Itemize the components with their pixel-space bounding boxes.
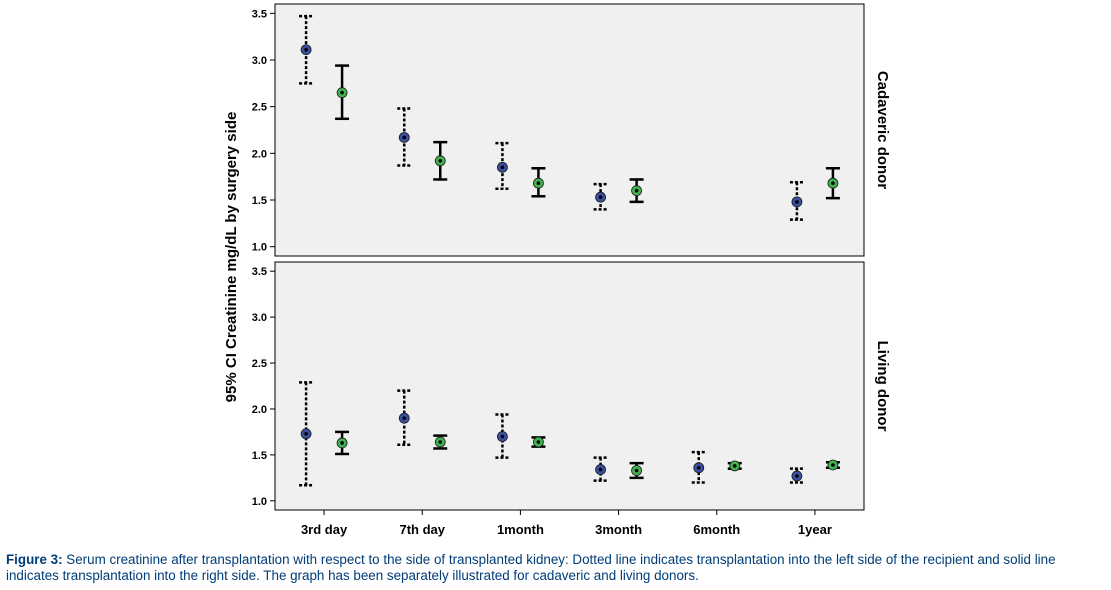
error-bar-right: [335, 64, 350, 121]
error-bar-left: [299, 381, 314, 487]
y-tick-label: 1.0: [252, 242, 267, 254]
error-bar-right: [433, 140, 448, 181]
y-tick-label: 2.0: [252, 148, 267, 160]
mean-marker-center: [634, 188, 639, 193]
error-bar-left: [789, 181, 804, 221]
x-tick-label: 1month: [497, 522, 544, 537]
error-bar-right: [727, 460, 742, 472]
error-bar-left: [495, 141, 510, 191]
mean-marker-center: [831, 181, 835, 185]
error-bar-left: [495, 413, 510, 459]
mean-marker-center: [500, 165, 505, 170]
mean-marker-center: [598, 467, 603, 472]
mean-marker-center: [696, 465, 701, 470]
mean-marker-center: [536, 440, 541, 444]
mean-marker-center: [340, 90, 344, 95]
mean-marker-center: [304, 47, 308, 52]
caption-label: Figure 3:: [6, 552, 63, 567]
panel-label: Living donor: [874, 341, 891, 432]
y-tick-label: 3.0: [252, 312, 267, 324]
y-tick-label: 3.5: [252, 266, 267, 278]
y-tick-label: 3.0: [252, 55, 267, 67]
x-tick-label: 1year: [798, 522, 832, 537]
mean-marker-center: [598, 195, 603, 199]
panel-background: [274, 3, 865, 257]
error-bar-left: [593, 456, 608, 482]
error-bar-left: [691, 450, 706, 484]
y-tick-label: 3.5: [252, 8, 267, 20]
error-bar-left: [397, 389, 412, 447]
x-tick-label: 3month: [595, 522, 642, 537]
panel-cadaveric: 1.0 1.5 2.0 2.5 3.0 3.5 Cadaveric donor: [252, 3, 891, 257]
error-bar-right: [433, 434, 448, 450]
mean-marker-center: [732, 464, 737, 468]
y-tick-label: 2.5: [252, 102, 267, 114]
y-tick-label: 2.5: [252, 358, 267, 370]
mean-marker-center: [831, 463, 835, 467]
error-bar-left: [593, 182, 608, 211]
error-bar-right: [335, 430, 350, 456]
x-tick-label: 3rd day: [301, 522, 348, 537]
x-tick-label: 7th day: [399, 522, 445, 537]
mean-marker-center: [795, 200, 799, 204]
y-tick-label: 1.0: [252, 496, 267, 508]
caption-text: Serum creatinine after transplantation w…: [6, 552, 1056, 583]
panel-label: Cadaveric donor: [874, 71, 891, 190]
mean-marker-center: [536, 181, 541, 185]
mean-marker-center: [402, 135, 407, 140]
error-bar-left: [397, 107, 412, 167]
mean-marker-center: [438, 159, 443, 163]
error-bar-right: [629, 461, 644, 480]
error-bar-left: [299, 14, 314, 85]
x-tick-label: 6month: [693, 522, 740, 537]
figure-caption: Figure 3: Serum creatinine after transpl…: [6, 552, 1108, 584]
panel-background: [274, 261, 865, 511]
y-axis-label: 95% CI Creatinine mg/dL by surgery side: [223, 112, 240, 403]
error-bar-left: [789, 467, 804, 484]
mean-marker-center: [340, 441, 344, 445]
error-bar-right: [531, 167, 546, 198]
mean-marker-center: [634, 468, 639, 473]
mean-marker-center: [500, 434, 505, 439]
mean-marker-center: [304, 431, 308, 436]
panel-living: 1.0 1.5 2.0 2.5 3.0 3.5 Living donor: [252, 261, 891, 511]
y-tick-label: 1.5: [252, 195, 267, 207]
error-bar-right: [825, 459, 840, 471]
y-tick-label: 2.0: [252, 404, 267, 416]
y-tick-label: 1.5: [252, 450, 267, 462]
mean-marker-center: [402, 416, 407, 420]
error-bar-right: [531, 436, 546, 448]
mean-marker-center: [438, 440, 443, 444]
mean-marker-center: [795, 474, 799, 478]
error-bar-chart: 95% CI Creatinine mg/dL by surgery side 1…: [223, 3, 891, 537]
error-bar-right: [629, 178, 644, 204]
error-bar-right: [825, 167, 840, 200]
